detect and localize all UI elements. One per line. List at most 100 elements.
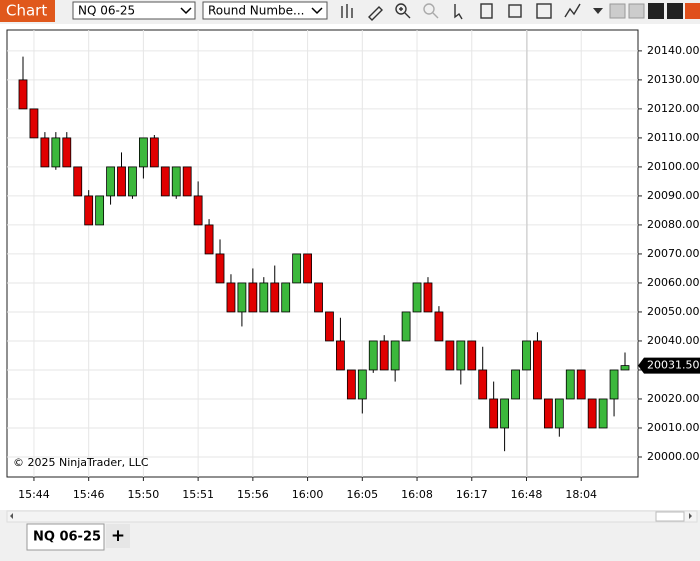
candle-body	[281, 282, 291, 313]
plot: 20031.50	[18, 56, 700, 452]
candle-body	[138, 137, 148, 168]
candle-body	[84, 195, 94, 226]
candle-body	[587, 398, 597, 429]
candle-body	[171, 166, 181, 197]
candle-body	[511, 369, 520, 400]
candle-body	[149, 137, 159, 168]
candle-body	[314, 282, 323, 313]
candle-body	[467, 340, 477, 371]
x-tick-label: 15:56	[237, 488, 269, 501]
properties-icon[interactable]	[480, 3, 493, 19]
x-tick-label: 16:05	[346, 488, 378, 501]
y-tick-label: 20000.00	[647, 450, 700, 463]
minimize-btn[interactable]	[648, 3, 664, 19]
tab-chart[interactable]	[0, 0, 55, 22]
pointer-icon[interactable]	[454, 4, 463, 20]
candle-body	[248, 282, 258, 313]
x-tick-label: 15:46	[73, 488, 105, 501]
candle-body	[346, 369, 356, 400]
candle-body	[412, 282, 422, 313]
drawing-label: Round Numbe...	[208, 4, 305, 18]
candle-body	[336, 340, 345, 371]
maximize-btn[interactable]	[667, 3, 683, 19]
candle-body	[193, 195, 203, 226]
candle-body	[215, 253, 225, 284]
bottom-tab[interactable]	[26, 523, 105, 551]
candle-body	[237, 282, 247, 313]
candle-body	[456, 340, 466, 371]
copyright: © 2025 NinjaTrader, LLC	[13, 456, 149, 469]
x-tick-label: 16:17	[456, 488, 488, 501]
candle-body	[445, 340, 455, 371]
bars-icon[interactable]	[341, 4, 353, 18]
tab-label: Chart	[6, 2, 47, 20]
instrument-select[interactable]	[72, 1, 196, 20]
candle-body	[270, 282, 280, 313]
scroll-thumb[interactable]	[655, 511, 685, 522]
window-btn[interactable]	[628, 3, 645, 19]
candle-body	[292, 253, 302, 284]
candle-body	[379, 340, 389, 371]
grid: 20000.0020010.0020020.0020030.0020040.00…	[7, 30, 700, 501]
candle-body	[303, 253, 312, 284]
x-tick-label: 16:08	[401, 488, 433, 501]
toolbar-icons	[341, 3, 581, 21]
candle-body	[357, 369, 367, 400]
drawing-select[interactable]	[202, 1, 328, 20]
candle-body	[128, 166, 137, 197]
candle-body	[565, 369, 575, 400]
pencil-icon[interactable]	[368, 6, 383, 21]
candle-body	[401, 311, 411, 342]
x-tick-label: 16:00	[292, 488, 324, 501]
close-btn[interactable]	[685, 3, 700, 19]
candle-body	[368, 340, 378, 371]
candle-body	[554, 398, 564, 429]
candle-body	[500, 398, 510, 429]
template-icon[interactable]	[508, 4, 522, 18]
candle-body	[204, 224, 214, 255]
zoom-in-icon[interactable]	[395, 3, 407, 15]
candle-body	[40, 137, 50, 168]
dropdown-arrow	[311, 7, 323, 15]
more-icon[interactable]	[593, 8, 603, 14]
candle-body	[62, 137, 72, 168]
zoom-out-icon[interactable]	[423, 3, 435, 15]
window-btn[interactable]	[609, 3, 626, 19]
x-tick-label: 15:50	[128, 488, 160, 501]
candle-body	[576, 369, 586, 400]
instrument-label: NQ 06-25	[78, 4, 135, 18]
y-tick-label: 20020.00	[647, 392, 700, 405]
candle-body	[325, 311, 334, 342]
scrollbar[interactable]	[6, 510, 698, 523]
price-marker-label: 20031.50	[647, 359, 700, 372]
candle-body	[522, 340, 531, 371]
y-tick-label: 20140.00	[647, 44, 700, 57]
y-tick-label: 20080.00	[647, 218, 700, 231]
candle-body	[598, 398, 608, 429]
y-tick-label: 20120.00	[647, 102, 700, 115]
candle-body	[609, 369, 619, 400]
y-tick-label: 20130.00	[647, 73, 700, 86]
candle-body	[182, 166, 192, 197]
candle-body	[489, 398, 499, 429]
y-tick-label: 20060.00	[647, 276, 700, 289]
snapshot-icon[interactable]	[536, 3, 552, 19]
candle-body	[423, 282, 433, 313]
candle-body	[543, 398, 553, 429]
y-tick-label: 20110.00	[647, 131, 700, 144]
bottom-tab-label: NQ 06-25	[33, 530, 101, 545]
add-tab[interactable]	[106, 524, 130, 548]
candle-body	[18, 79, 28, 110]
dropdown-arrow	[180, 7, 192, 15]
candle-body	[51, 137, 61, 168]
candle-body	[106, 166, 115, 197]
indicator-icon[interactable]	[564, 3, 581, 18]
y-tick-label: 20100.00	[647, 160, 700, 173]
x-tick-label: 18:04	[565, 488, 597, 501]
y-tick-label: 20010.00	[647, 421, 700, 434]
y-tick-label: 20050.00	[647, 305, 700, 318]
candle-body	[390, 340, 400, 371]
candle-body	[117, 166, 126, 197]
